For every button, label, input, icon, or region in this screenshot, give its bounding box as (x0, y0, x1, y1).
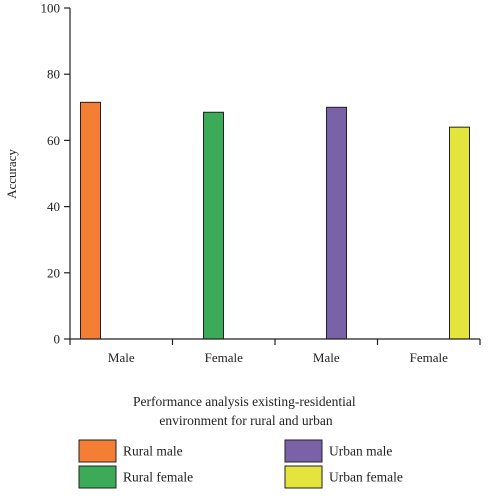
x-tick-label: Female (205, 350, 243, 365)
bar-rural-female (203, 111, 224, 340)
bar-urban-female (449, 126, 470, 340)
legend: Rural male Rural female Urban male Urban fe… (78, 439, 403, 489)
legend-swatch (78, 439, 117, 463)
legend-label: Rural female (123, 470, 193, 485)
x-axis-title: Performance analysis existing-residentia… (133, 394, 359, 428)
y-tick-label: 0 (54, 332, 61, 347)
legend-label: Urban female (329, 470, 403, 485)
y-tick-label: 20 (47, 265, 60, 280)
x-axis-ticks: Male Female Male Female (69, 339, 481, 365)
legend-swatch (284, 465, 323, 489)
x-axis-title-line-2: environment for rural and urban (159, 413, 332, 428)
bars (80, 101, 470, 340)
bar-urban-male (326, 106, 347, 340)
x-tick-label: Male (313, 350, 340, 365)
legend-swatch (78, 465, 117, 489)
bar-rural-male (80, 101, 101, 340)
legend-label: Rural male (123, 444, 183, 459)
x-axis-title-line-1: Performance analysis existing-residentia… (133, 394, 356, 409)
y-tick-label: 80 (47, 67, 60, 82)
y-axis-title: Accuracy (4, 149, 19, 199)
y-axis-ticks: 0 20 40 60 80 100 (41, 1, 70, 347)
legend-label: Urban male (329, 444, 392, 459)
x-tick-label: Female (410, 350, 448, 365)
y-tick-label: 100 (41, 1, 61, 16)
x-tick-label: Male (108, 350, 135, 365)
legend-swatch (284, 439, 323, 463)
y-tick-label: 40 (47, 199, 60, 214)
y-tick-label: 60 (47, 133, 60, 148)
